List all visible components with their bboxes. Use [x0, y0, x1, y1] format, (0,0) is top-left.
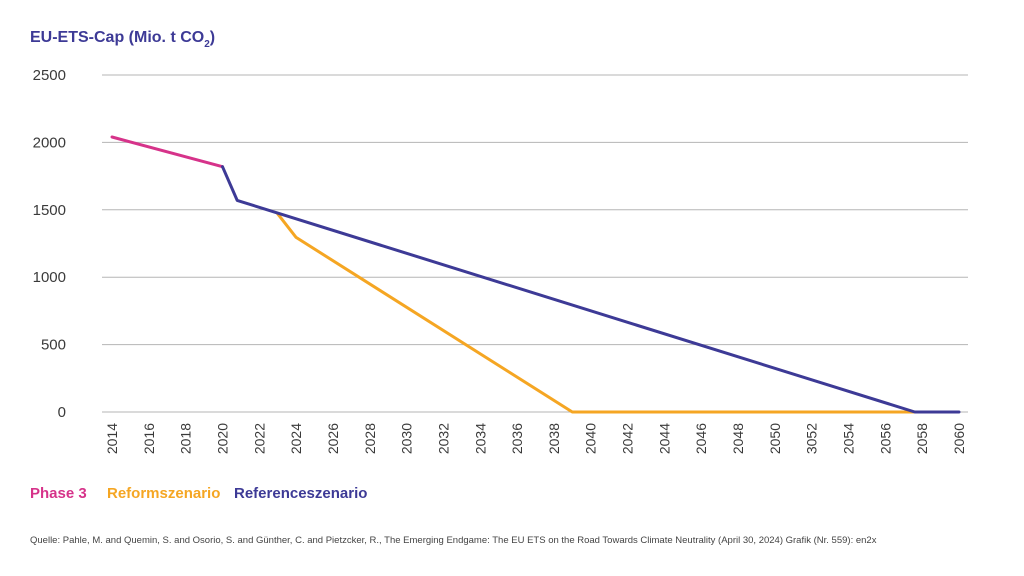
x-tick-label: 2048 [730, 423, 746, 454]
x-tick-label: 2060 [951, 423, 967, 454]
x-tick-label: 2034 [472, 423, 488, 454]
x-tick-label: 2022 [251, 423, 267, 454]
x-tick-label: 2046 [693, 423, 709, 454]
x-tick-label: 2016 [141, 423, 157, 454]
x-tick-label: 2058 [914, 423, 930, 454]
source-note: Quelle: Pahle, M. and Quemin, S. and Oso… [30, 535, 877, 546]
x-tick-label: 2018 [178, 423, 194, 454]
legend-reformszenario: Reformszenario [107, 485, 220, 502]
y-tick-label: 500 [41, 337, 66, 354]
x-tick-label: 2054 [841, 423, 857, 454]
y-tick-label: 1500 [33, 202, 66, 219]
series-line-referenceszenario [221, 165, 961, 414]
x-tick-label: 2050 [767, 423, 783, 454]
chart-title: EU-ETS-Cap (Mio. t CO2) [30, 29, 215, 50]
legend-phase-3: Phase 3 [30, 485, 87, 502]
y-tick-label: 2500 [33, 67, 66, 84]
x-tick-label: 2014 [104, 423, 120, 454]
x-tick-label: 2028 [362, 423, 378, 454]
x-tick-label: 2038 [546, 423, 562, 454]
x-tick-label: 2032 [435, 423, 451, 454]
x-tick-label: 2026 [325, 423, 341, 454]
legend-referenceszenario: Referenceszenario [234, 485, 367, 502]
y-tick-label: 1000 [33, 269, 66, 286]
y-tick-label: 0 [58, 404, 66, 421]
x-tick-label: 2030 [399, 423, 415, 454]
x-tick-label: 2044 [656, 423, 672, 454]
y-axis: 2500 2000 1500 1000 500 0 [33, 67, 66, 421]
x-tick-label: 2036 [509, 423, 525, 454]
x-tick-label: 2024 [288, 423, 304, 454]
x-tick-label: 2042 [620, 423, 636, 454]
series-lines [110, 135, 961, 414]
x-tick-label: 2020 [214, 423, 230, 454]
x-tick-label: 3052 [804, 423, 820, 454]
y-tick-label: 2000 [33, 134, 66, 151]
grid [102, 74, 968, 413]
x-axis: 2014 2016 2018 2020 2022 2024 2026 2028 2030 2032… [104, 423, 967, 454]
legend: Phase 3 Reformszenario Referenceszenario [30, 485, 367, 502]
series-line-reformszenario [276, 212, 917, 414]
x-tick-label: 2040 [583, 423, 599, 454]
series-line-phase-3 [110, 135, 224, 169]
x-tick-label: 2056 [877, 423, 893, 454]
